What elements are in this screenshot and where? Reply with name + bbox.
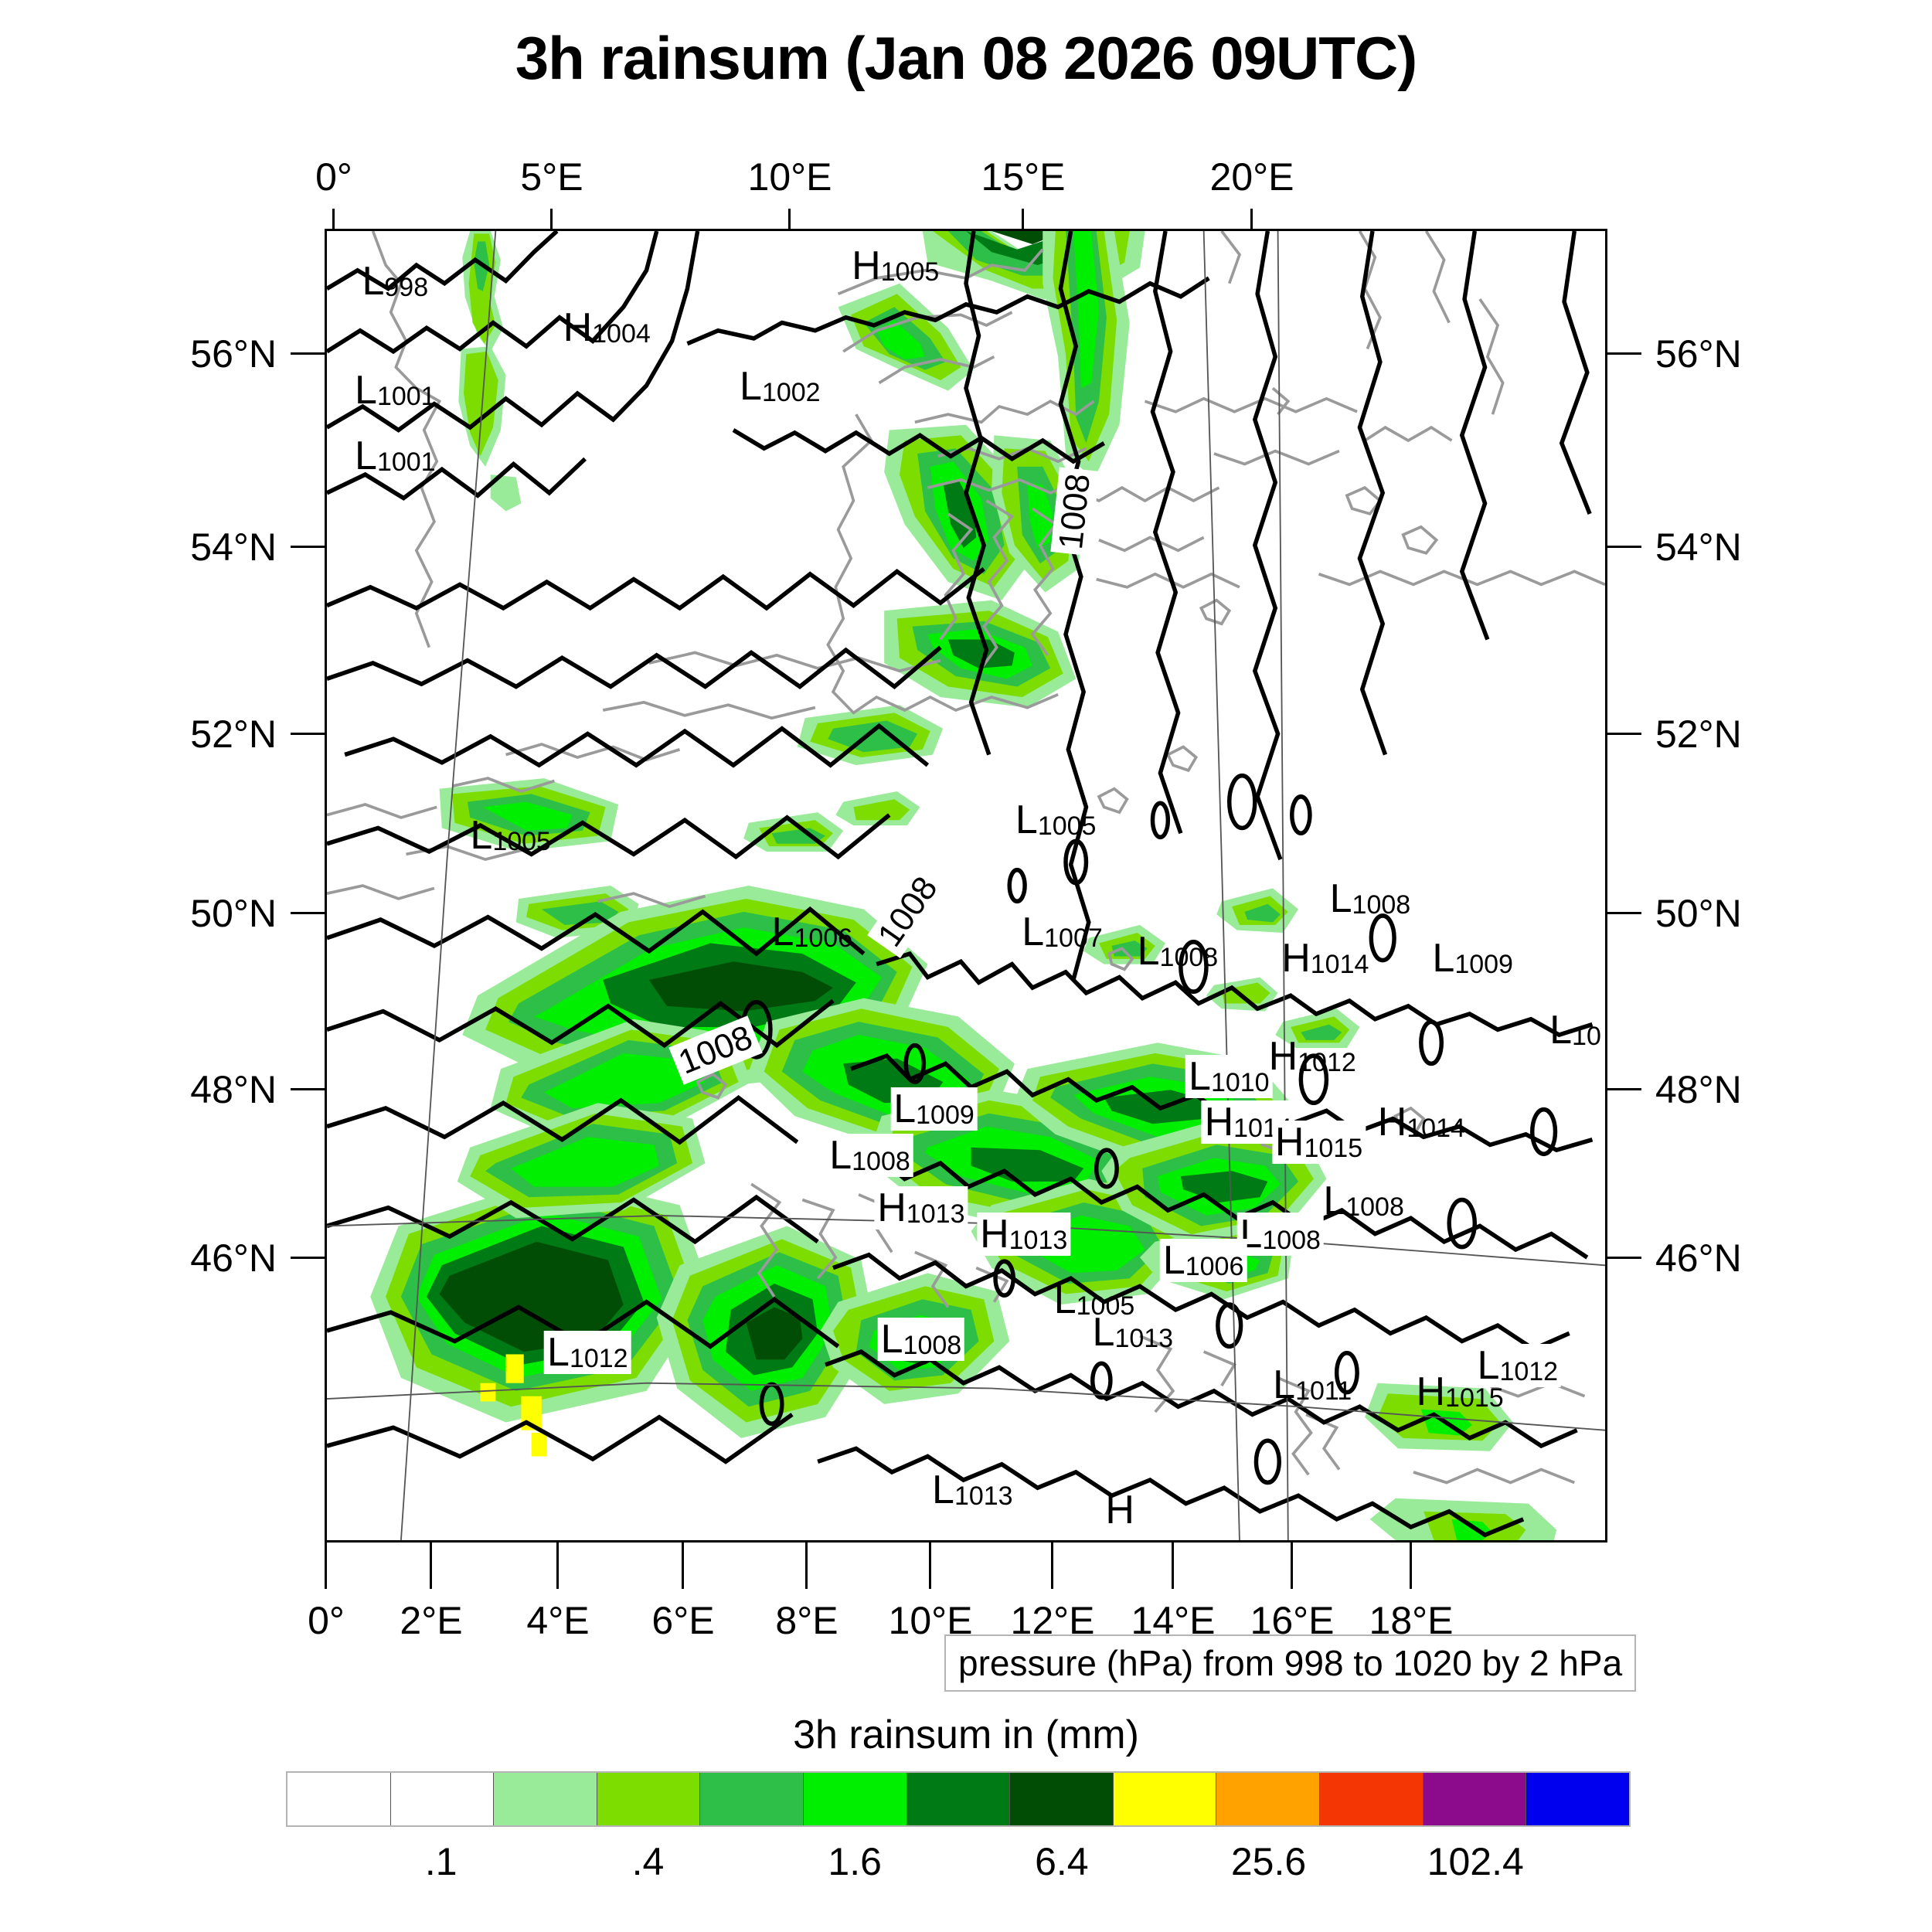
axis-label-right-5: 46°N xyxy=(1655,1236,1742,1280)
pressure-extremum-l-10: L1008 xyxy=(1137,929,1219,974)
colorbar-title: 3h rainsum in (mm) xyxy=(793,1713,1139,1757)
pressure-extremum-l-12: L1008 xyxy=(1329,876,1411,921)
pressure-extremum-h-17: H1013 xyxy=(977,1212,1071,1256)
colorbar-cell-1[interactable] xyxy=(390,1773,495,1825)
colorbar-label-1: .4 xyxy=(631,1840,665,1883)
colorbar-cell-9[interactable] xyxy=(1216,1773,1321,1825)
pressure-extremum-l-7: L1006 xyxy=(771,909,853,954)
colorbar-cell-0[interactable] xyxy=(287,1773,391,1825)
axis-label-left-4: 48°N xyxy=(190,1068,277,1111)
pressure-extremum-l-35: L10 xyxy=(1549,1008,1601,1053)
weather-map[interactable]: 0° 5°E 10°E 15°E 20°E 0° 2°E 4°E 6°E 8°E… xyxy=(190,155,1741,1642)
colorbar-label-5: 102.4 xyxy=(1427,1840,1524,1883)
colorbar-cell-12[interactable] xyxy=(1526,1773,1629,1825)
pressure-extremum-l-29: L1012 xyxy=(544,1330,631,1374)
pressure-extremum-h-21: H1015 xyxy=(1271,1120,1366,1164)
pressure-extremum-l-14: L1009 xyxy=(890,1087,978,1131)
axis-label-right-0: 56°N xyxy=(1655,332,1742,376)
contour-label-1: 1008 xyxy=(867,866,950,958)
axis-label-top-1: 5°E xyxy=(520,155,583,199)
colorbar-label-4: 25.6 xyxy=(1230,1840,1307,1883)
pressure-extremum-h-1: H1004 xyxy=(563,304,651,350)
pressure-extremum-h-19: H1012 xyxy=(1268,1034,1356,1079)
colorbar-cell-5[interactable] xyxy=(804,1773,907,1825)
pressure-extremum-l-5: L1001 xyxy=(355,434,436,479)
pressure-extremum-l-0: L998 xyxy=(362,259,429,304)
pressure-caption: pressure (hPa) from 998 to 1020 by 2 hPa xyxy=(944,1634,1637,1692)
pressure-extremum-l-24: L1008 xyxy=(1236,1212,1324,1256)
pressure-extremum-h-31: H1015 xyxy=(1416,1369,1504,1414)
pressure-extremum-l-28: L1008 xyxy=(877,1317,965,1361)
colorbar-cell-3[interactable] xyxy=(597,1773,701,1825)
axis-label-bottom-4: 8°E xyxy=(775,1599,838,1642)
colorbar-cell-2[interactable] xyxy=(494,1773,597,1825)
isobar-contours xyxy=(327,231,1594,1538)
axis-label-left-2: 52°N xyxy=(190,713,277,756)
contour-label-2: 1008 xyxy=(668,1015,763,1085)
axis-label-bottom-2: 4°E xyxy=(526,1599,590,1642)
axis-label-bottom-1: 2°E xyxy=(400,1599,463,1642)
colorbar-cell-6[interactable] xyxy=(906,1773,1011,1825)
axis-label-top-4: 20°E xyxy=(1209,155,1294,199)
colorbar-cell-4[interactable] xyxy=(700,1773,804,1825)
page-title: 3h rainsum (Jan 08 2026 09UTC) xyxy=(515,24,1418,92)
pressure-extremum-h-2: H1005 xyxy=(852,243,940,288)
contour-label-layer: 1008 1008 1008 xyxy=(325,229,1607,1543)
colorbar-cell-10[interactable] xyxy=(1320,1773,1423,1825)
pressure-extremum-l-23: L1008 xyxy=(1323,1179,1404,1223)
colorbar-label-2: 1.6 xyxy=(828,1840,882,1883)
axis-label-top-3: 15°E xyxy=(981,155,1066,199)
axis-label-bottom-3: 6°E xyxy=(651,1599,715,1642)
pressure-extremum-l-4: L1002 xyxy=(740,364,821,409)
colorbar-cell-11[interactable] xyxy=(1423,1773,1527,1825)
pressure-extrema-layer: L998 H1004 H1005 L1001 L1002 L1001 L1005 L1006 L… xyxy=(325,229,1607,1543)
colorbar-cell-7[interactable] xyxy=(1010,1773,1114,1825)
pressure-extremum-l-9: L1007 xyxy=(1022,909,1103,954)
axis-label-right-3: 50°N xyxy=(1655,892,1742,935)
axis-label-right-4: 48°N xyxy=(1655,1068,1742,1111)
pressure-extremum-l-6: L1005 xyxy=(470,813,551,859)
pressure-extremum-l-27: L1013 xyxy=(1092,1310,1174,1355)
pressure-extremum-h-22: H1014 xyxy=(1377,1100,1465,1145)
axis-label-left-5: 46°N xyxy=(190,1236,277,1280)
pressure-extremum-h-16: H1013 xyxy=(874,1185,968,1230)
axis-label-top-2: 10°E xyxy=(747,155,832,199)
pressure-extremum-l-32: L1012 xyxy=(1474,1343,1562,1387)
colorbar-cell-8[interactable] xyxy=(1113,1773,1217,1825)
pressure-extremum-l-26: L1005 xyxy=(1053,1277,1135,1322)
axis-label-bottom-0: 0° xyxy=(308,1599,345,1642)
colorbar-label-3: 6.4 xyxy=(1035,1840,1089,1883)
pressure-extremum-l-3: L1001 xyxy=(355,368,436,413)
pressure-extremum-l-18: L1010 xyxy=(1185,1054,1273,1098)
pressure-extremum-h-34: H xyxy=(1105,1487,1134,1532)
pressure-extremum-l-25: L1006 xyxy=(1159,1238,1247,1282)
axis-label-top-0: 0° xyxy=(315,155,352,199)
axis-label-left-3: 50°N xyxy=(190,892,277,935)
pressure-extremum-l-15: L1008 xyxy=(826,1133,913,1177)
colorbar-label-0: .1 xyxy=(424,1840,457,1883)
pressure-extremum-h-11: H1014 xyxy=(1281,935,1369,981)
pressure-extremum-l-33: L1013 xyxy=(932,1468,1013,1512)
axis-label-right-2: 52°N xyxy=(1655,713,1742,756)
colorbar[interactable] xyxy=(286,1771,1631,1827)
axis-label-left-1: 54°N xyxy=(190,526,277,569)
pressure-extremum-l-30: L1011 xyxy=(1273,1362,1352,1407)
contour-label-0: 1008 xyxy=(1050,467,1100,556)
pressure-extremum-l-8: L1005 xyxy=(1015,798,1097,842)
pressure-extremum-l-13: L1009 xyxy=(1432,935,1513,981)
axis-label-left-0: 56°N xyxy=(190,332,277,376)
axis-label-right-1: 54°N xyxy=(1655,526,1742,569)
